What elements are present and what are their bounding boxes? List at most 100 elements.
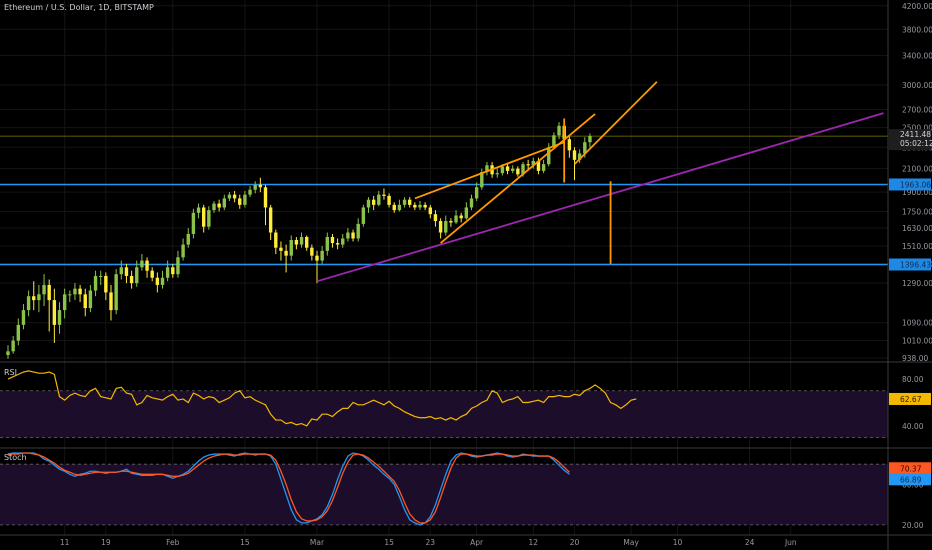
candle[interactable] [526,159,530,170]
candle[interactable] [387,193,391,208]
candle[interactable] [263,184,268,226]
candle[interactable] [279,241,283,261]
candle[interactable] [243,190,247,208]
candle[interactable] [511,165,515,174]
candle[interactable] [444,215,448,236]
trend-line[interactable] [573,81,658,165]
candle[interactable] [449,218,453,227]
candle[interactable] [160,270,165,289]
candle[interactable] [268,204,273,240]
candle[interactable] [21,304,26,330]
trend-line[interactable] [414,141,565,200]
candle[interactable] [464,202,469,220]
candle[interactable] [335,238,340,250]
candle[interactable] [62,288,67,319]
candle[interactable] [433,210,438,227]
candle[interactable] [124,263,129,284]
candle[interactable] [294,236,299,250]
candle[interactable] [315,250,319,284]
candle[interactable] [325,232,329,256]
candle[interactable] [541,159,546,174]
rsi-line[interactable] [7,370,637,427]
candle[interactable] [88,284,93,313]
candle[interactable] [480,168,484,190]
candle[interactable] [428,204,432,219]
candle[interactable] [73,283,77,301]
candle[interactable] [16,318,20,346]
candle[interactable] [32,281,36,311]
candle[interactable] [377,190,381,207]
candle[interactable] [418,200,422,211]
candle[interactable] [140,254,144,271]
candle[interactable] [341,233,345,248]
candle[interactable] [505,164,510,175]
candle[interactable] [26,290,31,317]
candle[interactable] [567,135,572,158]
candle[interactable] [356,218,360,242]
candle[interactable] [232,190,237,203]
candle[interactable] [83,288,87,317]
candle[interactable] [577,149,582,164]
candle[interactable] [47,279,51,332]
candle[interactable] [207,206,211,230]
stoch-pane[interactable] [0,452,888,526]
candle[interactable] [238,194,242,209]
candle[interactable] [68,290,72,303]
candle[interactable] [135,260,139,287]
candle[interactable] [299,232,304,248]
candle[interactable] [57,302,62,334]
candle[interactable] [181,238,185,261]
candle[interactable] [155,272,160,293]
candle[interactable] [186,228,190,248]
candle[interactable] [438,218,443,239]
candle[interactable] [413,202,417,211]
candle[interactable] [258,177,263,193]
candle[interactable] [346,228,350,242]
candle[interactable] [176,250,180,278]
candle[interactable] [474,182,479,201]
candle[interactable] [129,270,134,289]
candle[interactable] [588,133,592,148]
candle[interactable] [99,270,103,285]
candle[interactable] [459,212,463,223]
candle[interactable] [248,186,252,198]
candle[interactable] [78,284,82,303]
candle[interactable] [150,267,154,282]
candle[interactable] [423,202,427,211]
candle[interactable] [361,204,366,227]
candle[interactable] [145,257,149,278]
candle[interactable] [284,244,288,273]
candle[interactable] [11,336,15,354]
candle[interactable] [469,194,474,211]
candle[interactable] [495,168,499,178]
candle[interactable] [212,200,216,213]
candle[interactable] [104,272,108,301]
candle[interactable] [371,195,376,211]
candle[interactable] [114,268,118,315]
candle[interactable] [171,263,175,278]
candle[interactable] [531,157,535,169]
candle[interactable] [52,288,57,343]
candle[interactable] [289,235,293,261]
candle[interactable] [217,199,221,212]
candle[interactable] [191,208,196,239]
candle[interactable] [402,197,407,208]
candle[interactable] [165,260,170,282]
candle[interactable] [196,203,201,219]
candle[interactable] [310,244,314,261]
trend-line[interactable] [316,112,884,283]
candle[interactable] [119,260,123,280]
candle[interactable] [382,188,386,200]
candle[interactable] [93,270,98,297]
candle[interactable] [222,194,226,211]
candle[interactable] [274,229,278,255]
price-pane[interactable] [0,81,888,359]
candle[interactable] [37,284,41,313]
candle[interactable] [202,204,206,233]
candle[interactable] [408,197,412,208]
candle[interactable] [557,122,561,140]
candle[interactable] [227,192,232,201]
candle[interactable] [516,166,520,177]
candle[interactable] [253,181,257,194]
